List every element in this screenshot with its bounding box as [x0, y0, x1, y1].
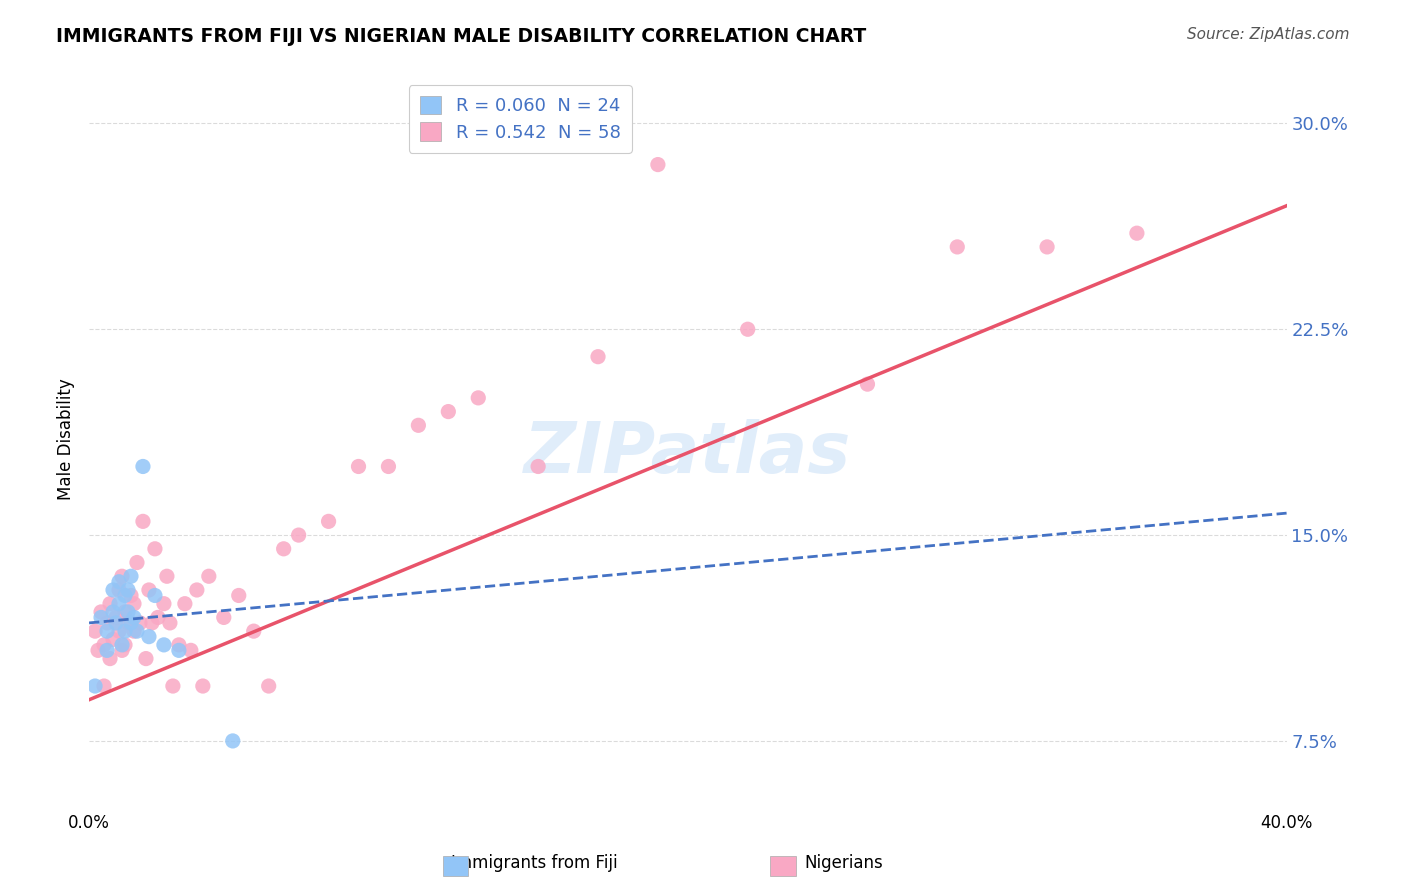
- Point: [108, 624, 131, 639]
- Point: [377, 459, 399, 474]
- Point: [125, 624, 148, 639]
- Point: [98, 651, 121, 665]
- Point: [90, 605, 112, 619]
- Point: [287, 528, 309, 542]
- Point: [105, 610, 128, 624]
- Point: [737, 322, 759, 336]
- Point: [101, 582, 124, 597]
- Point: [101, 632, 124, 647]
- Point: [129, 615, 152, 630]
- Point: [242, 624, 264, 639]
- Point: [408, 418, 430, 433]
- Point: [108, 574, 131, 589]
- Point: [93, 679, 115, 693]
- Point: [586, 350, 609, 364]
- Point: [156, 569, 179, 583]
- Point: [212, 610, 235, 624]
- Point: [257, 679, 280, 693]
- Point: [98, 597, 121, 611]
- Point: [138, 582, 160, 597]
- Point: [273, 541, 295, 556]
- Point: [228, 589, 250, 603]
- Point: [318, 514, 340, 528]
- Point: [153, 597, 176, 611]
- Point: [108, 597, 131, 611]
- Point: [96, 643, 118, 657]
- Y-axis label: Male Disability: Male Disability: [58, 378, 75, 500]
- Point: [162, 679, 184, 693]
- Point: [114, 638, 136, 652]
- Point: [90, 610, 112, 624]
- Point: [437, 404, 460, 418]
- Point: [122, 624, 145, 639]
- Point: [173, 597, 195, 611]
- Point: [153, 638, 176, 652]
- Point: [186, 582, 208, 597]
- Point: [138, 630, 160, 644]
- Point: [946, 240, 969, 254]
- Point: [117, 582, 139, 597]
- Point: [84, 679, 107, 693]
- Point: [347, 459, 370, 474]
- Point: [647, 158, 669, 172]
- Point: [111, 643, 134, 657]
- Point: [111, 569, 134, 583]
- Text: Nigerians: Nigerians: [804, 855, 883, 872]
- Point: [527, 459, 550, 474]
- Text: Source: ZipAtlas.com: Source: ZipAtlas.com: [1187, 27, 1350, 42]
- Text: IMMIGRANTS FROM FIJI VS NIGERIAN MALE DISABILITY CORRELATION CHART: IMMIGRANTS FROM FIJI VS NIGERIAN MALE DI…: [56, 27, 866, 45]
- Point: [93, 638, 115, 652]
- Point: [125, 556, 148, 570]
- Point: [167, 643, 190, 657]
- Point: [135, 651, 157, 665]
- Point: [87, 643, 110, 657]
- Text: ZIPatlas: ZIPatlas: [524, 419, 852, 488]
- Point: [191, 679, 214, 693]
- Point: [120, 615, 142, 630]
- Point: [111, 638, 134, 652]
- Text: Immigrants from Fiji: Immigrants from Fiji: [451, 855, 617, 872]
- Point: [180, 643, 202, 657]
- Point: [101, 605, 124, 619]
- Point: [120, 589, 142, 603]
- Point: [120, 569, 142, 583]
- Point: [122, 597, 145, 611]
- Point: [222, 734, 245, 748]
- Point: [143, 541, 166, 556]
- Point: [132, 514, 155, 528]
- Point: [122, 610, 145, 624]
- Point: [167, 638, 190, 652]
- Point: [96, 624, 118, 639]
- Point: [856, 377, 879, 392]
- Point: [198, 569, 221, 583]
- Point: [1036, 240, 1059, 254]
- Point: [117, 605, 139, 619]
- Point: [84, 624, 107, 639]
- Point: [159, 615, 181, 630]
- Point: [117, 615, 139, 630]
- Point: [114, 589, 136, 603]
- Point: [108, 582, 131, 597]
- Point: [141, 615, 163, 630]
- Point: [114, 624, 136, 639]
- Point: [1126, 226, 1149, 240]
- Legend: R = 0.060  N = 24, R = 0.542  N = 58: R = 0.060 N = 24, R = 0.542 N = 58: [409, 85, 631, 153]
- Point: [143, 589, 166, 603]
- Point: [105, 615, 128, 630]
- Point: [132, 459, 155, 474]
- Point: [146, 610, 169, 624]
- Point: [96, 615, 118, 630]
- Point: [467, 391, 489, 405]
- Point: [114, 605, 136, 619]
